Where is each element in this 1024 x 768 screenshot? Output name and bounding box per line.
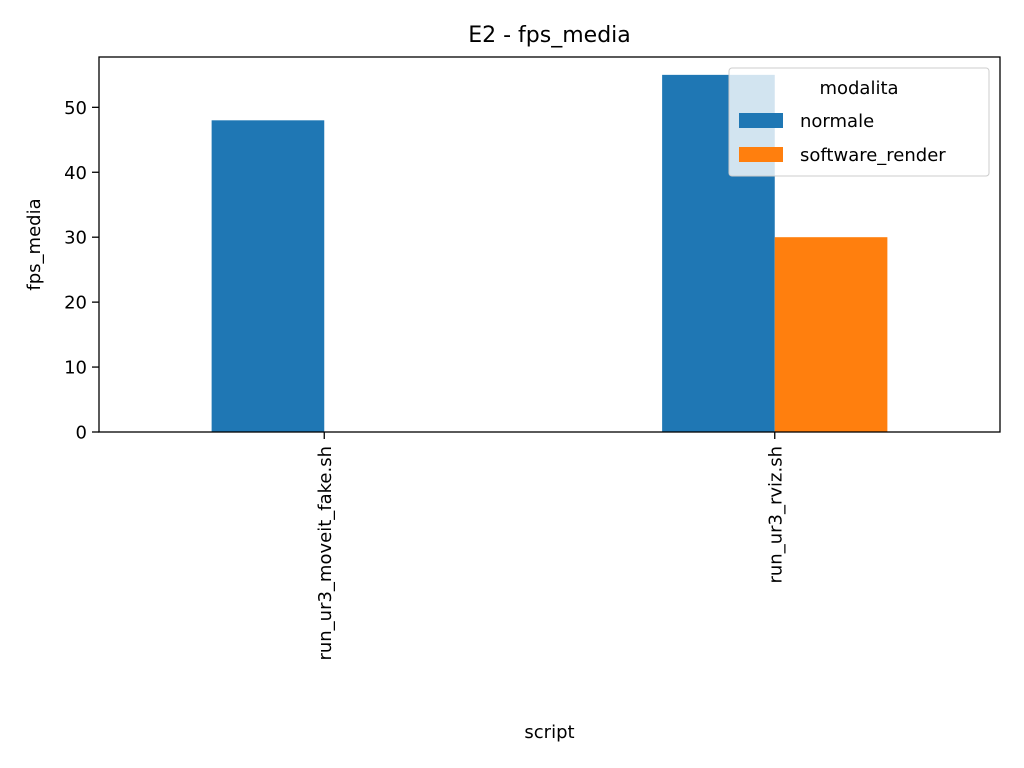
- legend-label-normale: normale: [800, 111, 874, 132]
- x-axis: run_ur3_moveit_fake.sh run_ur3_rviz.sh: [315, 432, 786, 661]
- y-tick-label: 30: [64, 228, 87, 249]
- legend: modalita normale software_render: [728, 67, 990, 177]
- y-tick-label: 50: [64, 98, 87, 119]
- legend-swatch-normale: [739, 113, 783, 128]
- legend-box: [728, 67, 990, 177]
- y-axis: 0 10 20 30 40 50: [64, 98, 99, 444]
- x-axis-label: script: [524, 722, 574, 743]
- y-axis-label: fps_media: [24, 198, 45, 290]
- y-tick-label: 40: [64, 163, 87, 184]
- legend-label-software-render: software_render: [800, 145, 946, 166]
- bar-software-render-run-ur3-rviz-sh: [774, 237, 888, 432]
- y-tick-label: 20: [64, 293, 87, 314]
- y-tick-label: 0: [76, 423, 87, 444]
- x-tick-label: run_ur3_rviz.sh: [765, 446, 786, 584]
- legend-swatch-software-render: [739, 147, 783, 162]
- legend-title: modalita: [819, 78, 898, 99]
- bar-normale-run-ur3-moveit-fake-sh: [211, 120, 325, 432]
- x-tick-label: run_ur3_moveit_fake.sh: [315, 446, 336, 661]
- plot-frame: [98, 56, 1001, 433]
- y-tick-label: 10: [64, 358, 87, 379]
- chart-title: E2 - fps_media: [468, 23, 631, 48]
